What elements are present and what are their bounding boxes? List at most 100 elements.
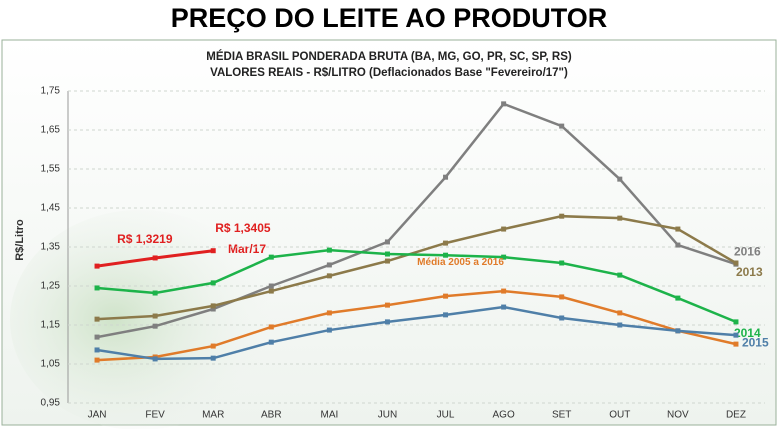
marker [617,176,623,182]
marker [326,273,332,279]
marker [384,251,390,257]
marker [94,334,100,340]
x-tick-label: OUT [609,410,630,421]
y-tick-label: 1,45 [41,203,61,214]
series-label: 2014 [734,326,761,340]
marker [384,302,390,308]
decoration [10,210,270,429]
marker [733,332,739,338]
y-tick-label: 1,15 [41,320,61,331]
subtitle: MÉDIA BRASIL PONDERADA BRUTA (BA, MG, GO… [206,50,572,63]
marker [210,355,216,361]
marker [326,247,332,253]
marker [559,213,565,219]
y-tick-label: 1,25 [41,281,61,292]
marker [617,215,623,221]
line [96,248,737,324]
marker [501,288,507,294]
series-label: 2016 [734,244,761,258]
marker [617,272,623,278]
line [96,289,737,362]
marker [268,288,274,294]
marker [501,304,507,310]
marker [94,316,100,322]
marker [675,226,681,232]
y-tick-label: 1,35 [41,242,61,253]
marker [733,341,739,347]
chart-title: PREÇO DO LEITE AO PRODUTOR [171,3,608,33]
marker [210,248,216,254]
series-label: 2015 [742,335,769,349]
marker [326,327,332,333]
marker [152,356,158,362]
marker [152,290,158,296]
marker [559,123,565,129]
line [96,305,737,361]
x-tick-label: MAR [202,410,224,421]
marker [501,254,507,260]
marker [268,324,274,330]
y-tick-label: 0,95 [41,398,61,409]
x-tick-label: NOV [667,410,689,421]
marker [384,258,390,264]
marker [384,239,390,245]
marker [443,240,449,246]
y-axis-label: R$/Litro [14,219,26,261]
x-tick-label: JAN [88,410,107,421]
marker [326,310,332,316]
marker [152,313,158,319]
marker [443,293,449,299]
x-tick-label: AGO [493,410,515,421]
data-label: R$ 1,3405 [215,221,271,235]
marker [94,357,100,363]
line [96,102,737,339]
marker [675,328,681,334]
line [96,214,737,321]
marker [617,310,623,316]
data-label: R$ 1,3219 [117,232,173,246]
y-tick-label: 1,75 [41,86,61,97]
y-tick-label: 1,05 [41,359,61,370]
marker [559,260,565,266]
marker [268,339,274,345]
marker [210,306,216,312]
series-label: Média 2005 a 2016 [417,257,504,268]
x-tick-label: FEV [145,410,165,421]
marker [326,262,332,268]
marker [675,295,681,301]
marker [152,323,158,329]
y-tick-label: 1,65 [41,125,61,136]
marker [210,280,216,286]
marker [94,285,100,291]
series-label: 2013 [736,265,763,279]
x-tick-label: JUL [437,410,455,421]
marker [443,312,449,318]
marker [501,101,507,107]
marker [94,347,100,353]
marker [443,174,449,180]
marker [559,294,565,300]
x-tick-label: ABR [261,410,282,421]
x-tick-label: DEZ [726,410,746,421]
marker [210,303,216,309]
marker [384,319,390,325]
marker [268,283,274,289]
marker [733,319,739,325]
marker [675,242,681,248]
marker [443,252,449,258]
marker [210,343,216,349]
marker [617,322,623,328]
annotation: Mar/17 [228,242,266,256]
x-tick-label: JUN [378,410,397,421]
x-tick-label: MAI [320,410,338,421]
marker [268,254,274,260]
marker [733,260,739,266]
marker [94,263,100,269]
marker [559,315,565,321]
x-tick-label: SET [552,410,571,421]
marker [152,255,158,261]
subtitle: VALORES REAIS - R$/LITRO (Deflacionados … [210,67,568,79]
y-tick-label: 1,55 [41,164,61,175]
marker [501,226,507,232]
